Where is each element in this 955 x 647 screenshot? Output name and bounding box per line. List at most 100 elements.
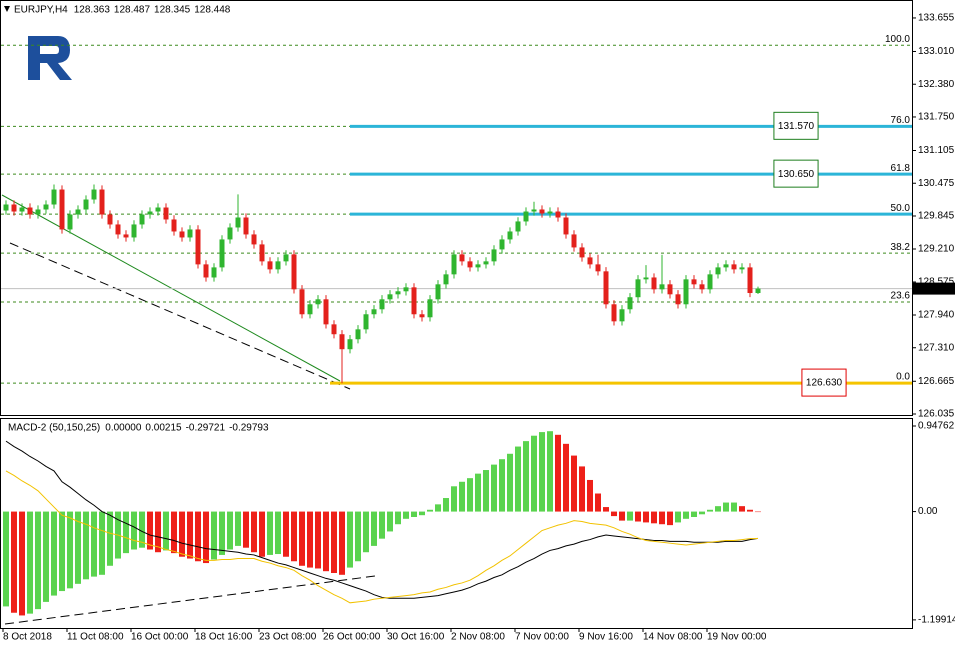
macd-bar (83, 511, 89, 580)
candle-body (539, 209, 545, 214)
candle-body (395, 291, 401, 295)
fib-level-label: 76.0 (891, 115, 911, 126)
candle-body (275, 261, 281, 270)
macd-bar (291, 511, 297, 562)
candle-body (547, 211, 553, 214)
candle-body (59, 189, 65, 230)
candle-body (667, 284, 673, 295)
candle-body (267, 261, 273, 270)
macd-bar (731, 502, 737, 512)
macd-bar (219, 511, 225, 555)
macd-y-tick-label: 0.00 (918, 506, 938, 517)
macd-bar (251, 511, 257, 553)
candle-body (427, 299, 433, 318)
candle-body (491, 249, 497, 262)
macd-bar (539, 432, 545, 512)
y-tick-label: 131.105 (918, 145, 955, 156)
macd-y-tick-label: -1.19914 (918, 615, 955, 626)
macd-bar (331, 511, 337, 573)
macd-bar (531, 435, 537, 512)
candle-body (451, 254, 457, 275)
x-tick-label: 23 Oct 08:00 (259, 632, 317, 643)
symbol: EURJPY,H4 (14, 5, 68, 16)
macd-header-value: 0.00215 (145, 423, 182, 434)
macd-bar (363, 511, 369, 553)
macd-bar (651, 511, 657, 524)
candle-body (739, 267, 745, 270)
candle-body (339, 334, 345, 350)
macd-bar (227, 511, 233, 550)
macd-bar (35, 511, 41, 610)
macd-bar (211, 511, 217, 560)
candle-body (307, 304, 313, 315)
y-tick-label: 126.035 (918, 409, 955, 420)
macd-bar (571, 455, 577, 512)
candle-body (483, 261, 489, 265)
candle-body (235, 217, 241, 228)
candle-body (51, 189, 57, 205)
macd-bar (683, 511, 689, 519)
candle-body (219, 239, 225, 268)
macd-bar (243, 511, 249, 548)
macd-bar (139, 511, 145, 548)
macd-panel (0, 418, 913, 629)
candle-body (371, 309, 377, 315)
macd-bar (443, 498, 449, 512)
price-box-label: 130.650 (778, 169, 815, 180)
macd-bar (235, 511, 241, 546)
candle-body (619, 309, 625, 322)
macd-header-value: -0.29721 (186, 423, 226, 434)
macd-bar (51, 511, 57, 596)
macd-bar (555, 434, 561, 512)
macd-bar (107, 511, 113, 566)
macd-bar (339, 511, 345, 575)
fib-level-label: 100.0 (885, 34, 910, 45)
price-box (801, 368, 847, 397)
macd-bar (691, 511, 697, 517)
macd-bar (59, 511, 65, 592)
macd-bar (171, 511, 177, 554)
macd-bar (419, 511, 425, 516)
candle-body (291, 254, 297, 290)
y-tick-label: 131.750 (918, 112, 955, 123)
fib-level-label: 61.8 (891, 163, 911, 174)
candle-body (131, 224, 137, 238)
candle-body (283, 254, 289, 262)
candle-body (555, 211, 561, 218)
macd-bar (747, 509, 753, 512)
current-price-label: 128.448 (916, 283, 953, 294)
candle-body (211, 267, 217, 278)
macd-bar (515, 446, 521, 512)
macd-bar (267, 511, 273, 555)
candle-body (403, 287, 409, 292)
candle-body (507, 231, 513, 240)
candle-body (459, 254, 465, 262)
candle-body (699, 284, 705, 290)
trend-line (1, 194, 341, 382)
channel-line (9, 242, 351, 390)
macd-bar (379, 511, 385, 539)
candle-body (155, 207, 161, 212)
macd-bar (659, 511, 665, 525)
candle-body (363, 314, 369, 330)
macd-bar (411, 511, 417, 517)
macd-bar (587, 479, 593, 512)
candle-body (171, 219, 177, 232)
fib-level-label: 50.0 (891, 203, 911, 214)
macd-bar (299, 511, 305, 566)
price-box (773, 111, 819, 140)
candle-body (707, 274, 713, 290)
macd-bar (195, 511, 201, 562)
candle-body (243, 217, 249, 235)
macd-header-value: 0.00000 (105, 423, 142, 434)
candle-body (139, 214, 145, 225)
macd-bar (611, 511, 617, 517)
price-box-label: 126.630 (806, 378, 843, 389)
macd-bar (483, 470, 489, 512)
candle-body (475, 264, 481, 268)
macd-bar (43, 511, 49, 602)
macd-trend-line (4, 575, 376, 625)
candle-body (411, 287, 417, 315)
fib-level-label: 0.0 (896, 372, 910, 383)
